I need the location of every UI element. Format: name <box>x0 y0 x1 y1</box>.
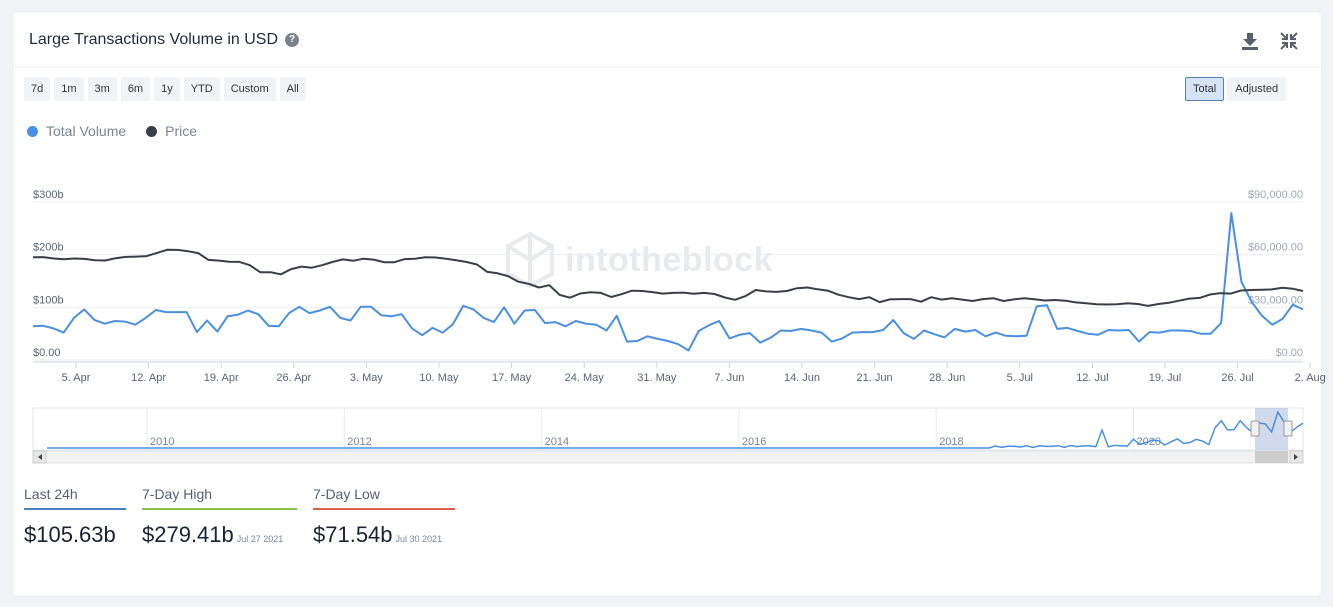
stat-last-24h: Last 24h $105.63b <box>24 486 126 548</box>
stats-row: Last 24h $105.63b 7-Day High $279.41b Jul 27… <box>24 486 455 548</box>
range-selector: 7d 1m 3m 6m 1y YTD Custom All <box>24 77 306 101</box>
range-button-all[interactable]: All <box>279 77 306 101</box>
question-circle-icon[interactable]: ? <box>285 33 299 47</box>
legend-item-price[interactable]: Price <box>146 123 197 139</box>
y-right-tick-label: $30,000.00 <box>1248 294 1303 306</box>
stat-label: 7-Day High <box>142 486 297 510</box>
stat-value-text: $71.54b <box>313 522 393 547</box>
scroll-right-arrow-icon <box>1294 454 1298 460</box>
x-tick-label: 10. May <box>419 372 459 384</box>
y-right-tick-label: $60,000.00 <box>1248 242 1303 254</box>
y-left-tick-label: $0.00 <box>33 347 61 359</box>
range-button-1y[interactable]: 1y <box>154 77 180 101</box>
y-right-tick-label: $0.00 <box>1275 347 1303 359</box>
chart-legend: Total Volume Price <box>27 123 197 139</box>
x-tick-label: 31. May <box>637 372 677 384</box>
series-line-price <box>32 248 1304 307</box>
x-tick-label: 5. Jul <box>1007 372 1033 384</box>
collapse-button[interactable] <box>1278 30 1300 52</box>
y-left-tick-label: $100b <box>33 294 64 306</box>
navigator-tick-label: 2014 <box>545 436 569 448</box>
series-line-total-volume <box>32 212 1304 352</box>
x-tick-label: 28. Jun <box>929 372 965 384</box>
watermark-text: intotheblock <box>565 240 774 279</box>
watermark-logo-icon <box>506 232 554 288</box>
x-tick-label: 14. Jun <box>784 372 820 384</box>
x-tick-label: 24. May <box>565 372 605 384</box>
range-button-7d[interactable]: 7d <box>24 77 51 101</box>
x-tick-label: 17. May <box>492 372 532 384</box>
navigator-tick-label: 2018 <box>939 436 963 448</box>
navigator-panel <box>32 407 1304 451</box>
navigator-tick-label: 2016 <box>742 436 766 448</box>
mode-button-adjusted[interactable]: Adjusted <box>1227 77 1287 101</box>
stat-value: $71.54b Jul 30 2021 <box>313 522 455 548</box>
x-tick-label: 21. Jun <box>857 372 893 384</box>
mode-button-total[interactable]: Total <box>1185 77 1225 101</box>
stat-date: Jul 30 2021 <box>395 534 443 544</box>
navigator-handle-right <box>1283 420 1293 437</box>
range-button-1m[interactable]: 1m <box>54 77 84 101</box>
stat-label: Last 24h <box>24 486 126 510</box>
watermark: intotheblock <box>505 232 773 288</box>
navigator-tick-label: 2012 <box>347 436 371 448</box>
stat-7-day-low: 7-Day Low $71.54b Jul 30 2021 <box>313 486 455 548</box>
navigator-series-line <box>47 410 1304 449</box>
mode-selector: Total Adjusted <box>1185 77 1287 101</box>
card-header: Large Transactions Volume in USD ? <box>13 12 1321 68</box>
stat-value: $279.41b Jul 27 2021 <box>142 522 297 548</box>
scrollbar-thumb <box>1255 451 1288 463</box>
navigator-selection <box>1255 408 1288 450</box>
x-tick-label: 5. Apr <box>62 372 91 384</box>
scrollbar-track <box>32 450 1304 464</box>
x-tick-label: 12. Jul <box>1076 372 1108 384</box>
legend-label-price: Price <box>165 123 198 139</box>
y-right-tick-label: $90,000.00 <box>1248 189 1303 201</box>
stat-value: $105.63b <box>24 522 126 548</box>
legend-dot-price <box>146 125 158 137</box>
y-left-tick-label: $200b <box>33 242 64 254</box>
chart-area: $0.00 $0.00 $100b $30,000.00 $200b $60,000.00… <box>32 189 1326 464</box>
range-button-3m[interactable]: 3m <box>87 77 117 101</box>
x-tick-label: 7. Jun <box>714 372 744 384</box>
download-icon <box>1242 33 1258 50</box>
stat-7-day-high: 7-Day High $279.41b Jul 27 2021 <box>142 486 297 548</box>
x-tick-label: 26. Jul <box>1221 372 1253 384</box>
x-tick-label: 26. Apr <box>276 372 311 384</box>
range-button-custom[interactable]: Custom <box>223 77 276 101</box>
stat-label: 7-Day Low <box>313 486 455 510</box>
navigator-handle-left <box>1250 420 1260 437</box>
legend-item-total-volume[interactable]: Total Volume <box>27 123 126 139</box>
range-button-ytd[interactable]: YTD <box>183 77 220 101</box>
navigator-tick-label: 2010 <box>150 436 174 448</box>
collapse-icon <box>1280 32 1298 50</box>
x-tick-label: 19. Apr <box>204 372 239 384</box>
stat-date: Jul 27 2021 <box>236 534 284 544</box>
scroll-left-arrow-icon <box>38 454 42 460</box>
stat-value-text: $105.63b <box>24 522 116 547</box>
x-tick-label: 12. Apr <box>131 372 166 384</box>
stat-value-text: $279.41b <box>142 522 234 547</box>
x-tick-label: 3. May <box>350 372 384 384</box>
legend-dot-total-volume <box>27 125 38 137</box>
x-tick-label: 2. Aug <box>1295 372 1326 384</box>
x-tick-label: 19. Jul <box>1149 372 1181 384</box>
legend-label-total-volume: Total Volume <box>46 123 127 139</box>
y-left-tick-label: $300b <box>33 189 64 201</box>
download-button[interactable] <box>1239 30 1261 52</box>
chart-title: Large Transactions Volume in USD <box>29 31 279 48</box>
range-button-6m[interactable]: 6m <box>120 77 151 101</box>
